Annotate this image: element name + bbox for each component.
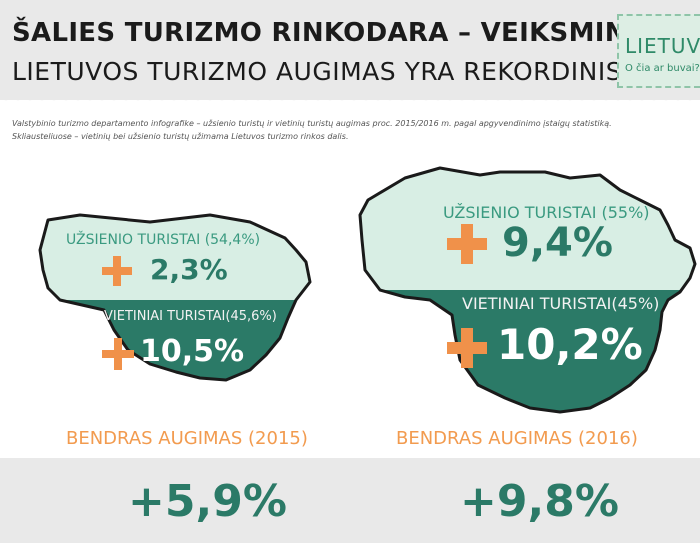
description: Valstybinio turizmo departamento infogra… [12,117,697,143]
total-value-2015: +5,9% [128,476,287,527]
total-label-2015: BENDRAS AUGIMAS (2015) [66,428,308,449]
page-subtitle: LIETUVOS TURIZMO AUGIMAS YRA REKORDINIS [12,57,623,86]
logo-word: LIETUVA [625,34,700,58]
local-growth-2016: 10,2% [497,320,643,369]
local-label-2015: VIETINIAI TURISTAI(45,6%) [104,309,277,324]
description-line-2: Skliausteliuose – vietinių bei užsienio … [12,132,349,141]
header: ŠALIES TURIZMO RINKODARA – VEIKSMINGA: L… [0,0,700,98]
plus-icon [102,338,134,370]
map-2016-outline [358,166,697,414]
description-line-1: Valstybinio turizmo departamento infogra… [12,119,612,128]
map-2015-fill [40,215,310,380]
perforated-edge-top [0,96,700,104]
foreign-growth-2015: 2,3% [150,253,228,286]
plus-icon [447,328,487,368]
lietuva-logo[interactable]: LIETUVA O čia ar buvai? [617,14,700,88]
page-title: ŠALIES TURIZMO RINKODARA – VEIKSMINGA: [12,18,681,48]
foreign-growth-2016: 9,4% [502,220,613,266]
plus-icon [447,224,487,264]
foreign-label-2015: UŽSIENIO TURISTAI (54,4%) [66,232,261,248]
local-growth-2015: 10,5% [140,334,245,369]
local-label-2016: VIETINIAI TURISTAI(45%) [462,294,660,313]
plus-icon: .p1::before{} [102,256,132,286]
total-label-2016: BENDRAS AUGIMAS (2016) [396,428,638,449]
map-2015-outline [38,213,312,382]
foreign-label-2016: UŽSIENIO TURISTAI (55%) [443,203,650,222]
total-value-2016: +9,8% [460,476,619,527]
map-2016-fill [360,168,695,412]
perforated-edge-bottom [0,456,700,464]
logo-tagline: O čia ar buvai? [625,63,700,74]
